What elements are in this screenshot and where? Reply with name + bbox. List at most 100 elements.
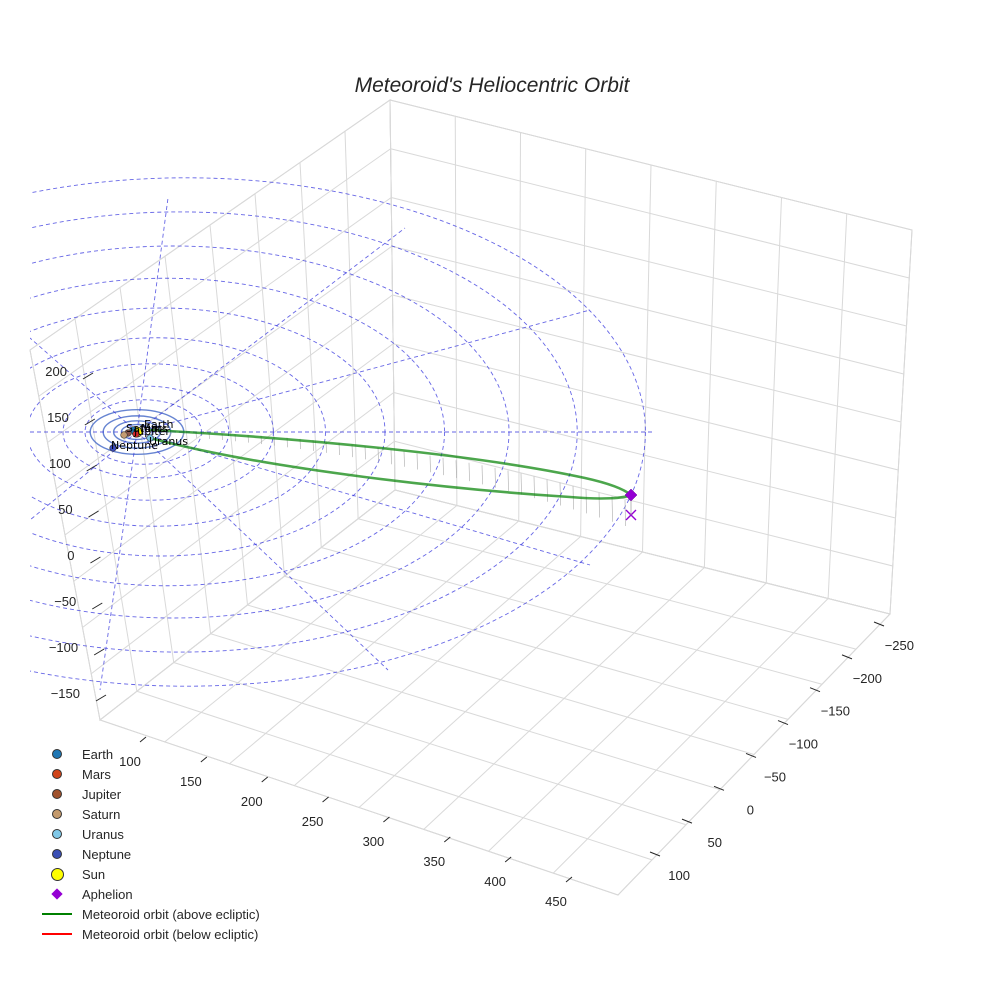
x-tick-label: 450	[545, 894, 567, 909]
grid-line	[392, 294, 902, 423]
grid-line	[247, 604, 755, 755]
x-tick-label: 400	[484, 874, 506, 889]
x-tick	[322, 796, 329, 803]
drop-line	[364, 445, 366, 460]
legend-marker	[50, 867, 64, 881]
x-tick-label: 250	[302, 814, 324, 829]
neptune-label: Neptune	[111, 439, 158, 452]
grid-line	[393, 392, 896, 519]
legend-label: Saturn	[82, 806, 121, 822]
legend-marker	[52, 809, 62, 819]
drop-line	[169, 431, 171, 437]
legend-marker	[52, 829, 62, 839]
x-tick	[200, 756, 208, 763]
z-tick-label: −50	[54, 594, 76, 609]
orbit-ring	[30, 337, 326, 527]
radial-spoke	[30, 431, 138, 521]
legend-swatch	[40, 807, 74, 821]
z-tick	[86, 464, 97, 472]
grid-line	[394, 440, 893, 567]
drop-line	[416, 453, 418, 470]
legend-swatch	[40, 847, 74, 861]
grid-lines	[29, 99, 913, 896]
y-tick-label: −250	[885, 638, 914, 653]
z-tick-label: −100	[49, 640, 78, 655]
legend-swatch	[40, 907, 74, 921]
drop-line	[546, 479, 548, 502]
z-tick-label: 0	[67, 548, 74, 563]
legend: Earth Mars Jupiter Saturn Uranus Neptune Sun Ap…	[40, 744, 260, 944]
orbit-rings	[30, 177, 655, 691]
jupiter-label: Jupiter	[133, 425, 170, 438]
z-tick-label: 50	[58, 502, 72, 517]
grid-line	[552, 598, 829, 874]
legend-item: Sun	[40, 864, 260, 884]
legend-label: Mars	[82, 766, 111, 782]
grid-line	[703, 181, 717, 568]
legend-label: Earth	[82, 746, 114, 762]
legend-marker	[52, 749, 62, 759]
legend-marker	[51, 888, 63, 900]
legend-item: Aphelion	[40, 884, 260, 904]
legend-marker	[52, 789, 62, 799]
grid-line	[423, 567, 705, 830]
z-tick	[92, 602, 103, 610]
y-tick-label: 0	[747, 802, 754, 817]
x-tick-label: 300	[363, 834, 385, 849]
mars-marker	[132, 430, 140, 438]
radial-spoke	[136, 197, 169, 433]
legend-label: Neptune	[82, 846, 132, 862]
y-tick	[649, 851, 661, 857]
legend-item: Saturn	[40, 804, 260, 824]
y-tick-label: −150	[821, 704, 850, 719]
drop-line	[429, 455, 431, 473]
z-tick-label: 150	[47, 410, 69, 425]
x-tick	[383, 816, 390, 823]
drop-line	[468, 462, 470, 482]
z-tick	[95, 694, 107, 702]
drop-line	[442, 457, 444, 476]
x-tick-label: 150	[180, 774, 202, 789]
orbit-ring	[30, 177, 646, 687]
legend-item: Jupiter	[40, 784, 260, 804]
drop-line	[494, 467, 496, 488]
legend-swatch	[40, 767, 74, 781]
x-tick	[565, 876, 573, 883]
grid-line	[73, 343, 394, 582]
drop-line	[624, 499, 626, 527]
legend-item: Meteoroid orbit (above ecliptic)	[40, 904, 260, 924]
grid-line	[299, 162, 322, 548]
saturn-marker	[120, 431, 128, 439]
legend-swatch	[40, 927, 74, 941]
legend-item: Uranus	[40, 824, 260, 844]
uranus-label: Uranus	[149, 435, 188, 448]
drop-line	[403, 451, 405, 467]
radial-spoke	[99, 431, 138, 691]
orbit-ring	[30, 277, 445, 587]
legend-item: Earth	[40, 744, 260, 764]
x-tick	[443, 836, 451, 843]
y-tick	[777, 720, 789, 726]
grid-line	[393, 343, 899, 471]
orbit-above-lower	[149, 436, 632, 500]
radial-spoke	[136, 309, 591, 433]
drop-line	[507, 470, 509, 492]
legend-label: Meteoroid orbit (above ecliptic)	[82, 906, 260, 922]
x-tick	[261, 776, 269, 783]
saturn-label: Saturn	[126, 422, 162, 435]
legend-swatch	[40, 867, 74, 881]
x-tick-label: 200	[241, 794, 263, 809]
legend-marker	[42, 933, 72, 935]
z-tick	[82, 372, 94, 380]
z-tick	[88, 510, 99, 518]
y-tick	[745, 752, 757, 758]
drop-line	[598, 492, 600, 518]
legend-label: Jupiter	[82, 786, 122, 802]
radial-spoke	[136, 431, 389, 671]
y-tick	[809, 687, 821, 693]
z-tick-label: 200	[45, 364, 67, 379]
drop-line	[611, 496, 613, 522]
chart-title: Meteoroid's Heliocentric Orbit	[354, 74, 630, 97]
